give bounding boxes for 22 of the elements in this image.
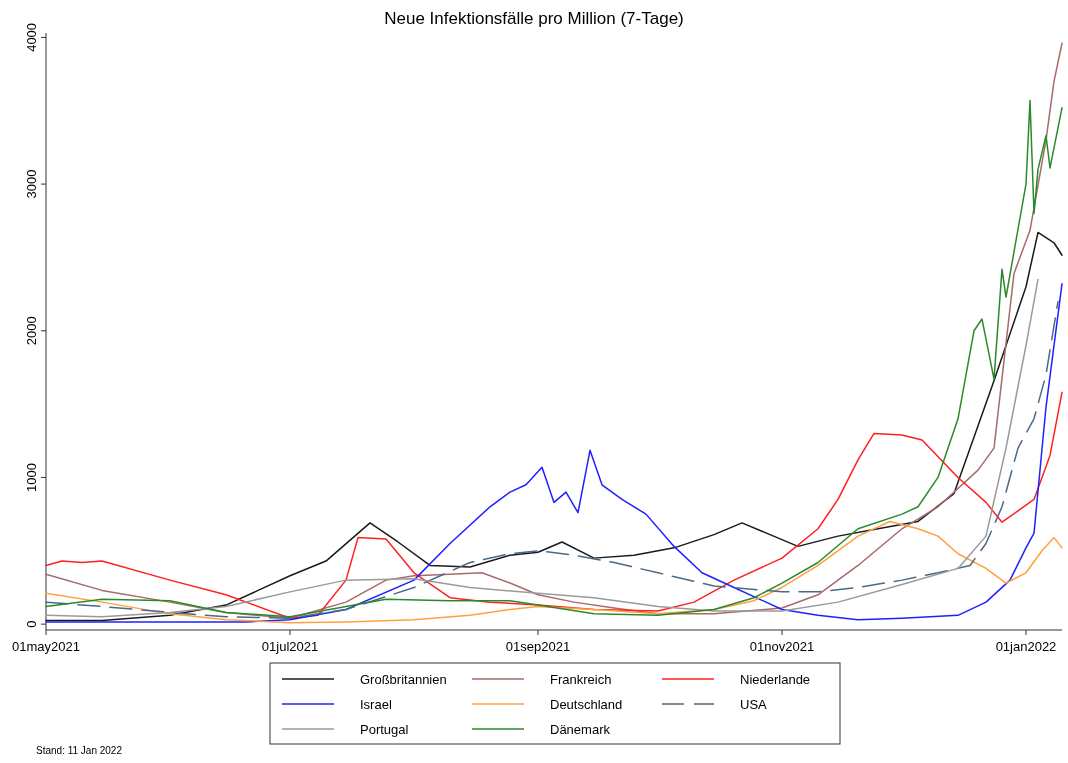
x-tick-label: 01jan2022 bbox=[995, 639, 1057, 654]
legend-label: Großbritannien bbox=[360, 672, 447, 687]
legend-label: Israel bbox=[360, 697, 392, 712]
x-tick-label: 01jul2021 bbox=[261, 639, 319, 654]
line-series bbox=[45, 520, 1063, 624]
legend-label: Dänemark bbox=[550, 722, 611, 737]
legend-label: Deutschland bbox=[550, 697, 623, 712]
y-tick-label: 0 bbox=[24, 620, 39, 628]
text: Stand: 11 Jan 2022 bbox=[36, 745, 123, 756]
x-tick-label: 01nov2021 bbox=[749, 639, 815, 654]
legend-label: Frankreich bbox=[550, 672, 612, 687]
y-tick-label: 4000 bbox=[24, 22, 39, 52]
y-tick-label: 2000 bbox=[24, 316, 39, 346]
y-tick-label: 3000 bbox=[24, 169, 39, 199]
legend-label: Portugal bbox=[360, 722, 409, 737]
legend-label: Niederlande bbox=[740, 672, 811, 687]
x-tick-label: 01may2021 bbox=[12, 639, 80, 654]
line-series bbox=[45, 391, 1063, 620]
chart-title: Neue Infektionsfälle pro Million (7-Tage) bbox=[384, 9, 684, 28]
y-tick-label: 1000 bbox=[24, 462, 39, 492]
x-tick-label: 01sep2021 bbox=[505, 639, 571, 654]
legend-label: USA bbox=[740, 697, 768, 712]
